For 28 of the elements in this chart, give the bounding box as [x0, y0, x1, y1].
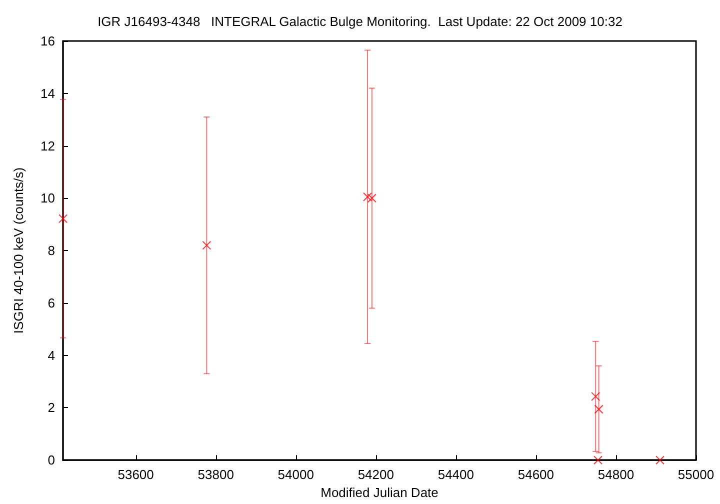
y-tick-label: 4 [48, 348, 55, 363]
y-tick-label: 8 [48, 243, 55, 258]
point [594, 404, 604, 414]
point [593, 456, 602, 465]
y-tick-label: 12 [40, 138, 55, 154]
y-tick-label: 6 [48, 295, 55, 310]
x-tick-label: 55000 [678, 467, 714, 482]
point [202, 240, 212, 250]
y-tick-label: 10 [40, 190, 55, 206]
x-tick-label: 54200 [358, 467, 394, 482]
x-tick-label: 53800 [198, 467, 234, 482]
x-axis-title: Modified Julian Date [320, 485, 438, 500]
y-axis-title: ISGRI 40-100 keV (counts/s) [11, 167, 26, 334]
point [655, 456, 664, 465]
point [58, 214, 68, 224]
point [362, 192, 372, 202]
x-tick-label: 53600 [118, 467, 154, 482]
point [591, 392, 600, 401]
x-tick-label: 54400 [438, 467, 474, 482]
y-tick-label: 16 [40, 34, 55, 48]
x-tick-label: 54600 [518, 467, 554, 482]
x-tick-label: 54800 [598, 467, 634, 482]
chart-title: IGR J16493-4348 INTEGRAL Galactic Bulge Monitoring. Last Update: 22 Oct 2009 10:32 [98, 14, 622, 29]
y-tick-label: 0 [48, 452, 55, 468]
point [367, 194, 376, 203]
y-tick-label: 14 [40, 86, 55, 101]
y-tick-label: 2 [48, 400, 55, 416]
x-tick-label: 54000 [278, 467, 314, 482]
